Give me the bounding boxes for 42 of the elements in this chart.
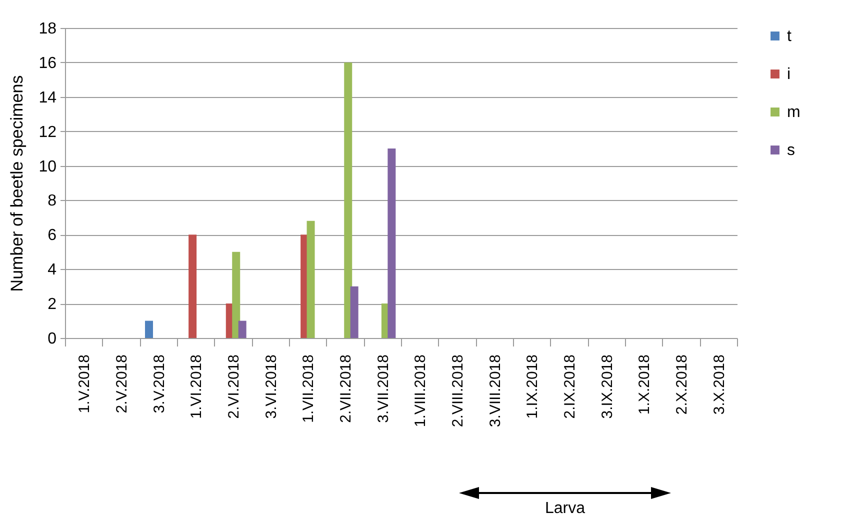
y-tick-label: 18: [38, 20, 57, 38]
legend-label: m: [787, 104, 800, 121]
x-tick-label: 3.X.2018: [710, 354, 728, 415]
x-tick-label: 2.V.2018: [114, 354, 130, 414]
bar: [344, 62, 352, 338]
bar: [188, 234, 197, 338]
x-tick-label: 3.VIII.2018: [486, 354, 504, 428]
bar: [388, 148, 396, 338]
text: Larva: [544, 500, 586, 518]
x-tick-label: 1.V.2018: [76, 354, 94, 414]
x-tick-label: 2.VIII.2018: [450, 354, 466, 428]
legend-label: t: [787, 28, 792, 45]
x-tick-label: 2.VII.2018: [338, 354, 354, 423]
bar: [306, 220, 315, 338]
x-tick-label: 3.VII.2018: [374, 354, 392, 423]
x-tick-label: 3.V.2018: [150, 354, 168, 414]
legend-label: s: [787, 142, 795, 159]
bar: [238, 320, 246, 338]
x-tick-label: 1.VIII.2018: [412, 354, 430, 428]
y-tick-label: 4: [48, 262, 57, 279]
bar: [145, 320, 153, 338]
bar: [350, 286, 358, 338]
y-tick-label: 10: [38, 158, 57, 176]
x-tick-label: 2.IX.2018: [562, 354, 578, 419]
y-axis-title: Number of beetle specimens: [8, 75, 27, 292]
x-tick-label: 1.IX.2018: [524, 354, 542, 419]
y-tick-label: 0: [48, 330, 57, 348]
y-tick-label: 14: [38, 89, 57, 106]
y-tick-label: 16: [38, 54, 57, 72]
x-tick-label: 3.IX.2018: [598, 354, 616, 419]
y-tick-label: 6: [48, 227, 57, 244]
legend-label: i: [787, 66, 791, 83]
x-tick-label: 1.VII.2018: [300, 354, 318, 423]
x-tick-label: 2.X.2018: [674, 354, 690, 415]
y-tick-label: 8: [48, 192, 57, 210]
x-tick-label: 3.VI.2018: [262, 354, 280, 419]
x-tick-label: 2.VI.2018: [226, 354, 242, 419]
y-tick-label: 2: [48, 296, 57, 314]
y-tick-label: 12: [38, 124, 57, 141]
x-tick-label: 1.VI.2018: [188, 354, 206, 419]
x-tick-label: 1.X.2018: [636, 354, 654, 415]
bar: [232, 252, 240, 338]
